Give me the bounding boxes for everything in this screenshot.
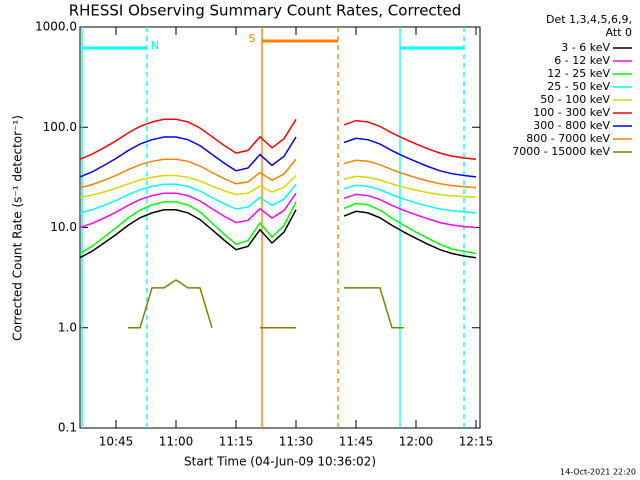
series-line <box>79 192 477 229</box>
series-line <box>79 174 477 199</box>
series-line <box>79 118 477 160</box>
x-tick-label: 11:30 <box>279 435 314 449</box>
legend-label: 12 - 25 keV <box>547 67 610 80</box>
y-axis-label: Corrected Count Rate (s⁻¹ detector⁻¹) <box>11 115 25 341</box>
region-label: S <box>249 32 256 45</box>
series-line <box>79 183 477 214</box>
series-line <box>79 136 477 178</box>
footer: 14-Oct-2021 22:20 <box>560 468 636 477</box>
x-tick-label: 11:00 <box>159 435 194 449</box>
x-tick-label: 11:15 <box>219 435 254 449</box>
legend-label: 6 - 12 keV <box>554 54 610 67</box>
legend-label: 800 - 7000 keV <box>526 132 610 145</box>
series-line <box>79 158 477 189</box>
chart-title: RHESSI Observing Summary Count Rates, Co… <box>69 2 462 20</box>
x-tick-label: 10:45 <box>99 435 134 449</box>
y-tick-label: 100.0 <box>43 120 77 134</box>
legend-label: 50 - 100 keV <box>540 93 610 106</box>
legend-header: Att 0 <box>606 26 632 39</box>
x-axis-label: Start Time (04-Jun-09 10:36:02) <box>184 455 376 469</box>
legend-label: 7000 - 15000 keV <box>512 145 610 158</box>
legend-label: 300 - 800 keV <box>533 119 610 132</box>
legend-header: Det 1,3,4,5,6,9, <box>546 13 632 26</box>
series-line <box>79 201 477 255</box>
y-tick-label: 10.0 <box>50 220 77 234</box>
series-line <box>128 278 404 329</box>
legend-label: 3 - 6 keV <box>561 41 610 54</box>
y-tick-label: 1.0 <box>58 320 77 334</box>
x-tick-label: 12:15 <box>459 435 494 449</box>
region-label: N <box>151 39 159 52</box>
y-tick-label: 1000.0 <box>35 20 77 34</box>
series-line <box>79 209 477 259</box>
y-tick-label: 0.1 <box>58 421 77 435</box>
x-tick-label: 11:45 <box>339 435 374 449</box>
legend-label: 25 - 50 keV <box>547 80 610 93</box>
x-tick-label: 12:00 <box>399 435 434 449</box>
legend-label: 100 - 300 keV <box>533 106 610 119</box>
